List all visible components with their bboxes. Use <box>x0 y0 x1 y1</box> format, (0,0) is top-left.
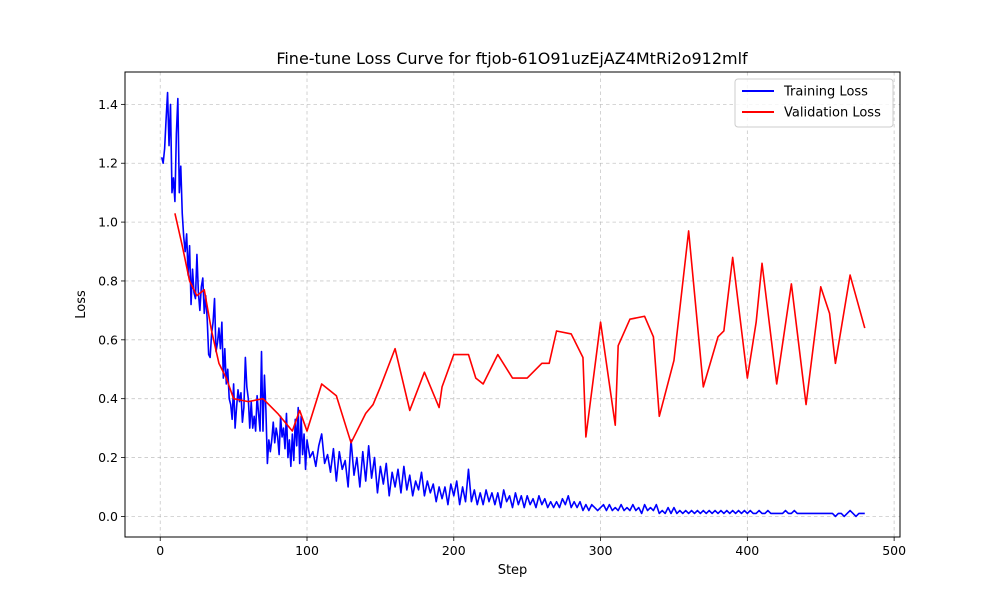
plot-area <box>160 91 866 518</box>
legend-label-training: Training Loss <box>783 85 868 100</box>
series-line-training-loss <box>160 91 865 518</box>
chart-title: Fine-tune Loss Curve for ftjob-61O91uzEj… <box>276 49 748 68</box>
legend-box <box>734 78 894 128</box>
plot-frame <box>124 71 901 538</box>
legend-label-validation: Validation Loss <box>784 106 881 121</box>
y-tick-label: 0.2 <box>98 450 118 465</box>
series-line-validation-loss <box>174 213 866 444</box>
y-tick-label: 0.4 <box>98 391 118 406</box>
x-tick-label: 400 <box>735 543 759 558</box>
x-tick-label: 200 <box>442 543 466 558</box>
x-axis-label: Step <box>498 563 528 578</box>
y-tick-label: 0.0 <box>98 509 118 524</box>
x-tick-label: 0 <box>156 543 164 558</box>
x-tick-label: 500 <box>882 543 906 558</box>
x-tick-label: 300 <box>589 543 613 558</box>
y-tick-label: 1.0 <box>98 215 118 230</box>
x-axis: 0 100 200 300 400 500 <box>156 537 906 558</box>
y-tick-label: 0.6 <box>98 332 118 347</box>
y-tick-label: 1.4 <box>98 97 118 112</box>
y-tick-label: 0.8 <box>98 273 118 288</box>
y-axis-label: Loss <box>74 290 89 319</box>
y-axis: 0.0 0.2 0.4 0.6 0.8 1.0 1.2 1.4 <box>98 97 125 524</box>
legend: Training Loss Validation Loss <box>734 78 894 128</box>
y-tick-label: 1.2 <box>98 156 118 171</box>
x-tick-label: 100 <box>295 543 319 558</box>
